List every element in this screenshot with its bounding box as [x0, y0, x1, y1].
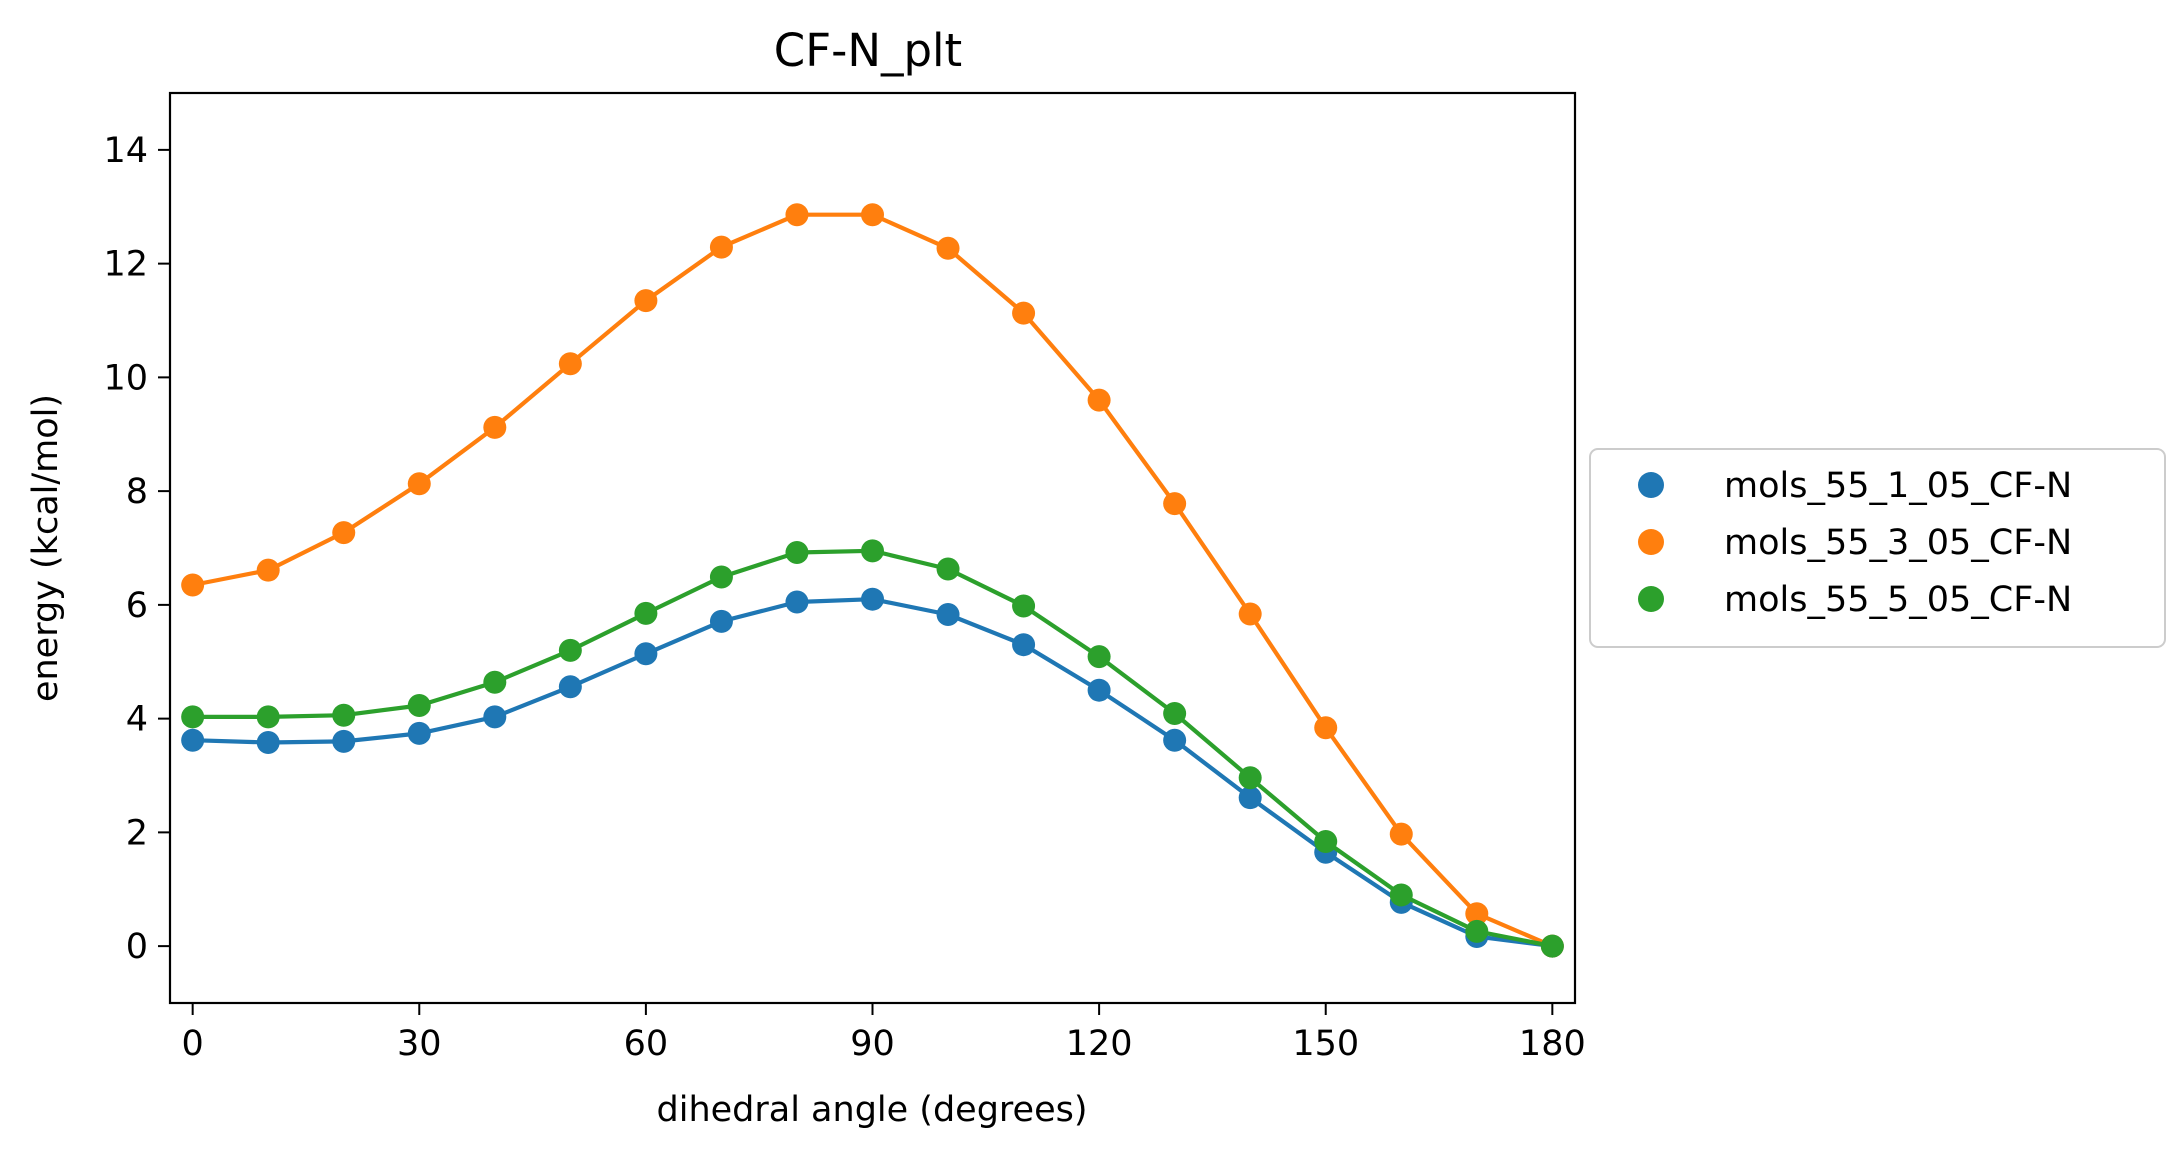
data-point — [1087, 388, 1111, 412]
data-point — [709, 235, 733, 259]
data-point — [1012, 301, 1036, 325]
data-point — [1465, 902, 1489, 926]
data-point — [861, 587, 884, 611]
data-point — [558, 638, 582, 662]
data-point — [634, 642, 658, 666]
chart-title: CF-N_plt — [774, 24, 962, 77]
data-point — [407, 472, 431, 496]
data-point — [936, 236, 960, 260]
legend-label: mols_55_1_05_CF-N — [1724, 466, 2072, 506]
x-tick-label: 180 — [1519, 1024, 1586, 1064]
x-tick-label: 30 — [397, 1024, 442, 1064]
data-point — [634, 289, 658, 313]
legend-items: mols_55_1_05_CF-N mols_55_3_05_CF-N mols_5… — [1638, 466, 2072, 620]
data-point — [1163, 728, 1187, 752]
y-tick-label: 14 — [103, 131, 148, 171]
data-point — [332, 521, 356, 545]
x-axis: 0 30 60 90 120 150 180 — [182, 1003, 1586, 1064]
legend-marker — [1638, 586, 1664, 612]
data-point — [1389, 883, 1413, 907]
data-point — [634, 601, 658, 625]
series-layer — [181, 203, 1564, 958]
data-point — [1012, 594, 1036, 618]
data-point — [1087, 678, 1111, 702]
data-point — [1087, 645, 1111, 669]
data-point — [785, 541, 809, 565]
plot-area — [168, 91, 1577, 1005]
legend-label: mols_55_3_05_CF-N — [1724, 523, 2072, 563]
y-tick-label: 10 — [103, 358, 148, 398]
data-point — [181, 728, 205, 752]
data-point — [256, 558, 280, 582]
data-point — [1238, 766, 1262, 790]
legend-marker — [1638, 529, 1664, 555]
y-axis-label: energy (kcal/mol) — [26, 394, 66, 702]
data-point — [709, 565, 733, 589]
data-point — [483, 415, 507, 439]
data-point — [332, 729, 356, 753]
series-2 — [181, 203, 1564, 958]
data-point — [483, 705, 507, 729]
data-point — [936, 603, 960, 627]
data-point — [709, 609, 733, 633]
legend-marker — [1638, 472, 1664, 498]
legend: mols_55_1_05_CF-N mols_55_3_05_CF-N mols_5… — [1589, 448, 2166, 648]
x-axis-label: dihedral angle (degrees) — [657, 1090, 1088, 1130]
data-point — [1238, 602, 1262, 626]
legend-label: mols_55_5_05_CF-N — [1724, 580, 2072, 620]
data-point — [256, 705, 280, 729]
data-point — [785, 590, 809, 614]
y-axis: 0 2 4 6 8 10 12 14 — [103, 131, 170, 967]
data-point — [861, 203, 884, 227]
data-point — [558, 675, 582, 699]
legend-box — [1589, 448, 2166, 648]
y-tick-label: 2 — [126, 813, 148, 853]
series-3 — [181, 539, 1564, 958]
data-point — [181, 573, 205, 597]
data-point — [407, 694, 431, 718]
data-point — [1389, 822, 1413, 846]
x-tick-label: 150 — [1292, 1024, 1359, 1064]
x-tick-label: 0 — [182, 1024, 204, 1064]
data-point — [256, 731, 280, 755]
data-point — [483, 670, 507, 694]
data-point — [1314, 829, 1338, 853]
data-point — [785, 203, 809, 227]
data-point — [407, 721, 431, 745]
data-point — [861, 539, 884, 563]
data-point — [181, 705, 205, 729]
y-tick-label: 8 — [126, 472, 148, 512]
data-point — [1238, 786, 1262, 810]
data-point — [558, 352, 582, 376]
y-tick-label: 12 — [103, 245, 148, 285]
data-point — [1540, 934, 1564, 958]
y-tick-label: 6 — [126, 586, 148, 626]
x-tick-label: 120 — [1066, 1024, 1133, 1064]
data-point — [1012, 633, 1036, 657]
data-point — [936, 557, 960, 581]
data-point — [1163, 702, 1187, 726]
data-point — [1314, 716, 1338, 740]
data-point — [1465, 919, 1489, 943]
x-tick-label: 60 — [624, 1024, 669, 1064]
data-point — [1163, 492, 1187, 516]
x-tick-label: 90 — [850, 1024, 895, 1064]
data-point — [332, 703, 356, 727]
y-tick-label: 0 — [126, 927, 148, 967]
y-tick-label: 4 — [126, 700, 148, 740]
